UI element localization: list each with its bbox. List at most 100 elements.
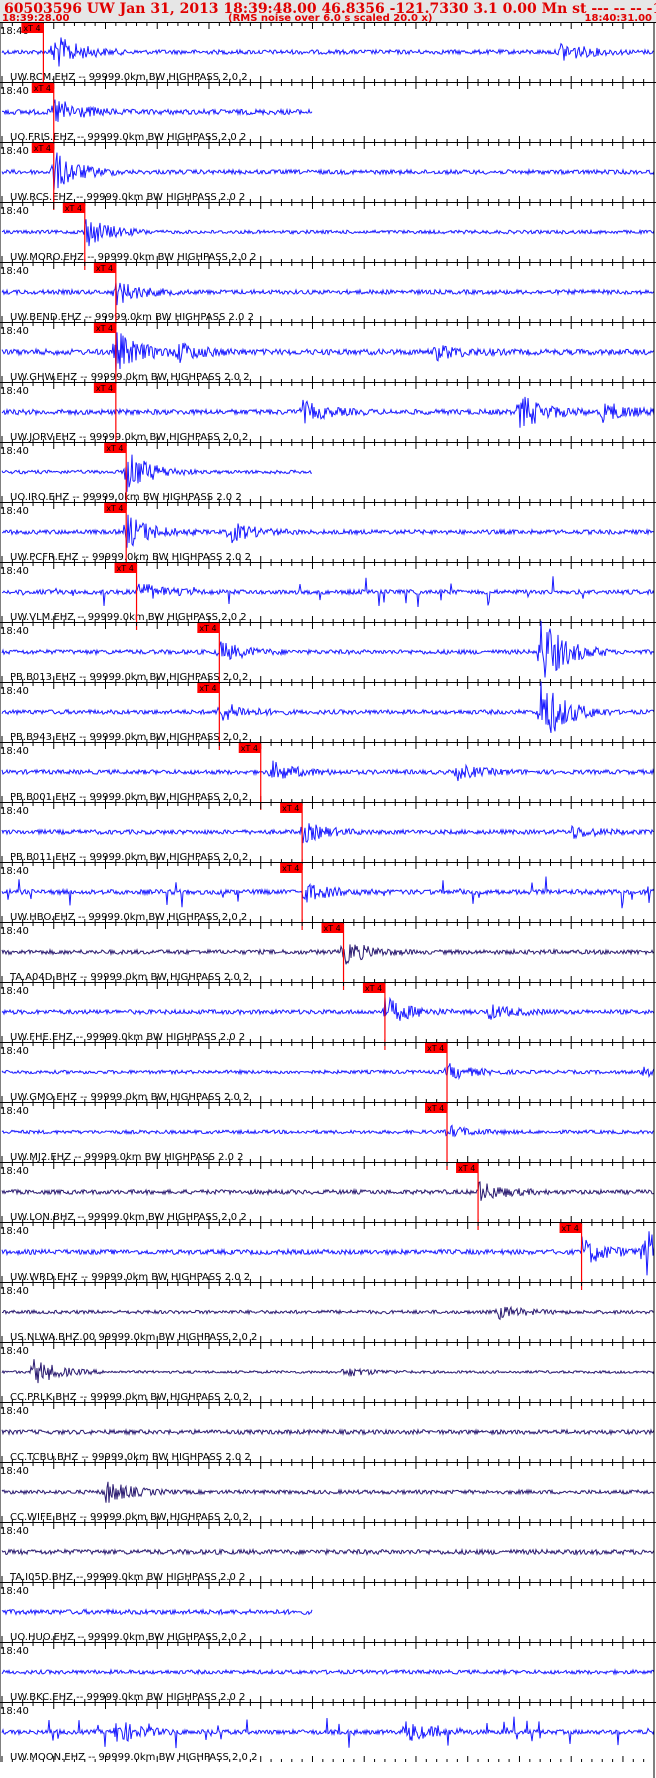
trace-row: 18:40 PB.B001.EHZ -- 99999.0km BW HIGHPAS… xyxy=(0,742,656,810)
trace-row: 18:40 UW.WRD.EHZ -- 99999.0km BW HIGHPASS… xyxy=(0,1222,656,1290)
station-label: UW.GMO.EHZ -- 99999.0km BW HIGHPASS 2.0 … xyxy=(10,1092,249,1103)
station-label: CC.PRLK.BHZ -- 99999.0km BW HIGHPASS 2.0… xyxy=(10,1392,249,1403)
trace-row: 18:40 CC.WIFE.BHZ -- 99999.0km BW HIGHPAS… xyxy=(0,1462,656,1523)
minute-tick-label: 18:40 xyxy=(0,326,29,337)
pick-label: xT 4 xyxy=(96,384,113,393)
station-label: UO.FRIS.EHZ -- 99999.0km BW HIGHPASS 2.0… xyxy=(10,132,246,143)
trace-row: 18:40 UW.FHE.EHZ -- 99999.0km BW HIGHPASS… xyxy=(0,982,656,1050)
station-label: UO.HUO.EHZ -- 99999.0km BW HIGHPASS 2.0 … xyxy=(10,1632,247,1643)
pick-label: xT 4 xyxy=(324,924,341,933)
pick-label: xT 4 xyxy=(199,624,216,633)
trace-row: 18:40 TA.I05D.BHZ -- 99999.0km BW HIGHPAS… xyxy=(0,1522,656,1583)
waveform-trace xyxy=(1,514,654,548)
station-label: CC.WIFE.BHZ -- 99999.0km BW HIGHPASS 2.0… xyxy=(10,1512,249,1523)
pick-label: xT 4 xyxy=(427,1044,444,1053)
pick-flag xyxy=(280,863,303,873)
minute-tick-label: 18:40 xyxy=(0,446,29,457)
pick-flag xyxy=(114,563,137,573)
trace-row: 18:40 PB.B013.EHZ -- 99999.0km BW HIGHPAS… xyxy=(0,620,656,690)
waveform-trace xyxy=(1,876,655,909)
seismogram-plot: 18:40 UW.RCM.EHZ -- 99999.0km BW HIGHPASS… xyxy=(0,22,656,1778)
trace-row: 18:40 UW.VLM.EHZ -- 99999.0km BW HIGHPASS… xyxy=(0,562,656,630)
waveform-trace xyxy=(1,1305,655,1321)
station-label: UW.RCM.EHZ -- 99999.0km BW HIGHPASS 2.0 … xyxy=(10,72,248,83)
minute-tick-label: 18:40 xyxy=(0,926,29,937)
pick-label: xT 4 xyxy=(562,1224,579,1233)
pick-label: xT 4 xyxy=(65,204,82,213)
minute-tick-label: 18:40 xyxy=(0,1466,29,1477)
trace-row: 18:40 UW.RCM.EHZ -- 99999.0km BW HIGHPASS… xyxy=(0,22,656,90)
station-label: UW.BKC.EHZ -- 99999.0km BW HIGHPASS 2.0 … xyxy=(10,1692,245,1703)
minute-tick-label: 18:40 xyxy=(0,1346,29,1357)
waveform-trace xyxy=(1,1181,655,1201)
pick-flag xyxy=(425,1103,448,1113)
minute-tick-label: 18:40 xyxy=(0,1706,29,1717)
pick-label: xT 4 xyxy=(96,264,113,273)
station-label: UW.VLM.EHZ -- 99999.0km BW HIGHPASS 2.0 … xyxy=(10,612,247,623)
pick-flag xyxy=(456,1163,479,1173)
minute-tick-label: 18:40 xyxy=(0,626,29,637)
pick-label: xT 4 xyxy=(199,684,216,693)
pick-flag xyxy=(93,383,116,393)
trace-row: 18:40 US.NLWA.BHZ.00 99999.0km BW HIGHPAS… xyxy=(0,1282,656,1343)
trace-row: 18:40 UW.PCFR.EHZ -- 99999.0km BW HIGHPAS… xyxy=(0,502,656,570)
station-label: PB.B001.EHZ -- 99999.0km BW HIGHPASS 2.0… xyxy=(10,792,248,803)
pick-flag xyxy=(93,263,116,273)
minute-tick-label: 18:40 xyxy=(0,266,29,277)
pick-label: xT 4 xyxy=(34,144,51,153)
waveform-trace xyxy=(1,396,655,428)
minute-tick-label: 18:40 xyxy=(0,1646,29,1657)
trace-row: 18:40 TA.A04D.BHZ -- 99999.0km BW HIGHPAS… xyxy=(0,922,656,990)
minute-tick-label: 18:40 xyxy=(0,1046,29,1057)
station-label: UW.JORV.EHZ -- 99999.0km BW HIGHPASS 2.0… xyxy=(10,432,248,443)
station-label: UW.FHE.EHZ -- 99999.0km BW HIGHPASS 2.0 … xyxy=(10,1032,245,1043)
station-label: UW.RCS.EHZ -- 99999.0km BW HIGHPASS 2.0 … xyxy=(10,192,245,203)
station-label: US.NLWA.BHZ.00 99999.0km BW HIGHPASS 2.0… xyxy=(10,1332,257,1343)
trace-row: 18:40 UO.HUO.EHZ -- 99999.0km BW HIGHPASS… xyxy=(0,1582,656,1643)
minute-tick-label: 18:40 xyxy=(0,506,29,517)
trace-row: 18:40 CC.PRLK.BHZ -- 99999.0km BW HIGHPAS… xyxy=(0,1342,656,1403)
station-label: UW.PCFR.EHZ -- 99999.0km BW HIGHPASS 2.0… xyxy=(10,552,251,563)
minute-tick-label: 18:40 xyxy=(0,566,29,577)
pick-label: xT 4 xyxy=(23,24,40,33)
minute-tick-label: 18:40 xyxy=(0,1526,29,1537)
minute-tick-label: 18:40 xyxy=(0,1406,29,1417)
station-label: UW.MORO.EHZ -- 99999.0km BW HIGHPASS 2.0… xyxy=(10,252,257,263)
scaling-note: (RMS noise over 6.0 s scaled 20.0 x) xyxy=(228,13,433,24)
trace-row: 18:40 PB.B943.EHZ -- 99999.0km BW HIGHPAS… xyxy=(0,681,656,750)
minute-tick-label: 18:40 xyxy=(0,146,29,157)
pick-label: xT 4 xyxy=(34,84,51,93)
minute-tick-label: 18:40 xyxy=(0,746,29,757)
pick-label: xT 4 xyxy=(241,744,258,753)
waveform-trace xyxy=(1,620,655,678)
pick-flag xyxy=(62,203,85,213)
trace-row: 18:40 UW.HBO.EHZ -- 99999.0km BW HIGHPASS… xyxy=(0,862,656,930)
header-bar: 60503596 UW Jan 31, 2013 18:39:48.00 46.… xyxy=(0,0,656,24)
minute-tick-label: 18:40 xyxy=(0,86,29,97)
trace-row: 18:40 UW.RCS.EHZ -- 99999.0km BW HIGHPASS… xyxy=(0,142,656,210)
minute-tick-label: 18:40 xyxy=(0,1226,29,1237)
station-label: TA.A04D.BHZ -- 99999.0km BW HIGHPASS 2.0… xyxy=(9,972,249,983)
trace-row: 18:40 UW.GHW.EHZ -- 99999.0km BW HIGHPASS… xyxy=(0,322,656,390)
waveform-trace xyxy=(1,454,313,492)
waveform-trace xyxy=(1,944,655,965)
pick-label: xT 4 xyxy=(458,1164,475,1173)
waveform-trace xyxy=(1,1063,655,1081)
pick-flag xyxy=(362,983,385,993)
station-label: UW.WRD.EHZ -- 99999.0km BW HIGHPASS 2.0 … xyxy=(10,1272,250,1283)
pick-flag xyxy=(197,623,220,633)
waveform-trace xyxy=(1,1359,655,1384)
waveform-trace xyxy=(1,1231,655,1276)
pick-label: xT 4 xyxy=(427,1104,444,1113)
waveform-trace xyxy=(1,996,655,1021)
trace-row: 18:40 UW.BKC.EHZ -- 99999.0km BW HIGHPASS… xyxy=(0,1642,656,1703)
pick-label: xT 4 xyxy=(106,504,123,513)
waveform-trace xyxy=(1,1716,655,1749)
waveform-trace xyxy=(1,1481,655,1503)
pick-label: xT 4 xyxy=(282,804,299,813)
trace-row: 18:40 PB.B011.EHZ -- 99999.0km BW HIGHPAS… xyxy=(0,802,656,870)
station-label: UW.LON.BHZ -- 99999.0km BW HIGHPASS 2.0 … xyxy=(10,1212,247,1223)
waveform-trace xyxy=(1,760,655,782)
pick-label: xT 4 xyxy=(117,564,134,573)
end-time-label: 18:40:31.00 xyxy=(584,13,652,24)
